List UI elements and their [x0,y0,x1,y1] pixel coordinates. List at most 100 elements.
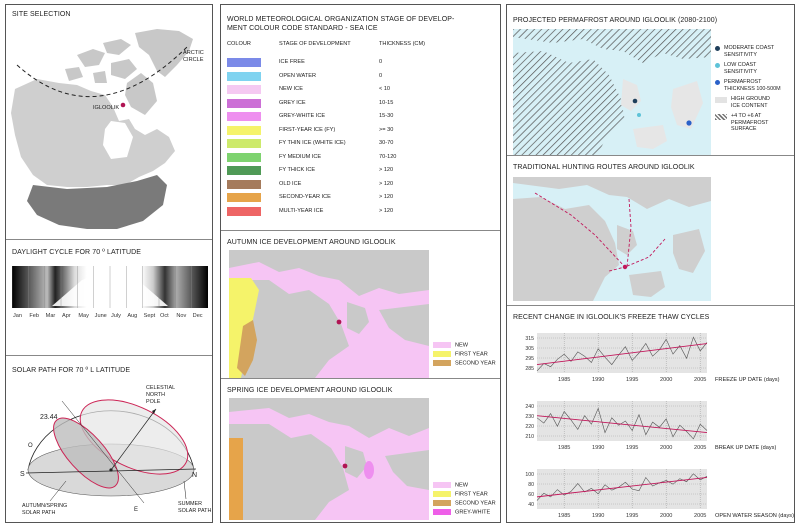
colour-swatch [227,125,261,135]
chart-title: OPEN WATER SEASON (days) [715,513,794,519]
land-south [633,125,667,149]
freeze-thaw-charts: 285 295 305 315 1985 1990 1995 2000 2005 FREEZE U… [525,333,794,519]
right-panel: PROJECTED PERMAFROST AROUND IGLOOLIK (20… [506,4,795,523]
arctic-circle-label: ARCTIC CIRCLE [183,50,205,63]
autumn-ice-section: AUTUMN ICE DEVELOPMENT AROUND IGLOOLIK N… [221,230,500,378]
arctic-circle-text-2: CIRCLE [183,57,204,63]
separator [221,230,500,231]
stage-name: FIRST-YEAR ICE (FY) [279,126,336,133]
stage-name: NEW ICE [279,86,303,92]
low-coast-marker [637,113,641,117]
y-tick-label: 240 [525,404,534,410]
legend-label: LOW COAST SENSITIVITY [724,62,757,75]
wmo-legend-row: SECOND-YEAR ICE > 120 [227,192,497,204]
line-chart-2: 210 220 230 240 1985 1990 1995 2000 2005 BREAK UP… [525,401,776,451]
y-tick-label: 210 [525,434,534,440]
y-tick-label: 305 [525,346,534,352]
land-peninsula [229,280,349,378]
stage-name: FY MEDIUM ICE [279,153,322,160]
legend-item: NEW [433,342,468,348]
colour-swatch [227,71,261,81]
o-label: O [28,443,33,449]
n-label: N [192,472,197,479]
x-tick-label: 1995 [626,377,638,383]
month-label: Feb [29,313,39,319]
x-tick-label: 1985 [558,377,570,383]
thickness-value: > 120 [379,167,394,173]
hatched-zone-north [513,29,711,63]
hunting-routes-map [513,177,711,301]
wmo-legend-row: GREY ICE 10-15 [227,98,497,110]
canada-mainland [11,79,175,187]
legend-item: SECOND YEAR [433,360,496,366]
colour-swatch [227,85,261,94]
stage-name: FY THIN ICE (WHITE ICE) [279,140,346,146]
legend-label: SECOND YEAR [455,500,496,507]
wmo-legend-row: FY THICK ICE > 120 [227,165,497,177]
grey-white-ice [364,461,374,479]
hunting-routes-section: TRADITIONAL HUNTING ROUTES AROUND IGLOOL… [507,155,794,305]
chart-title: FREEZE UP DATE (days) [715,377,780,383]
freeze-thaw-section: RECENT CHANGE IN IGLOOLIK'S FREEZE THAW … [507,305,794,522]
y-tick-label: 315 [525,336,534,342]
leader-autumn [49,480,67,502]
tilt-axis [61,400,145,504]
thickness-value: 0 [379,59,383,65]
legend-item: NEW [433,482,468,488]
legend-swatch [715,63,720,68]
site-selection-section: SITE SELECTION IGLOOLIK ARCTIC CIRCLE [6,5,212,239]
freeze-thaw-title: RECENT CHANGE IN IGLOOLIK'S FREEZE THAW … [513,314,710,321]
baffin-island [125,73,157,115]
wmo-legend-row: FY THIN ICE (WHITE ICE) 30-70 [227,138,497,150]
e-label: E [134,507,138,513]
igloolik-marker [120,102,126,108]
wmo-legend-row: GREY-WHITE ICE 15-30 [227,111,497,123]
land-east [385,450,429,490]
trend-line [536,343,708,366]
wmo-title: WORLD METEOROLOGICAL ORGANIZATION STAGE … [227,15,454,33]
y-tick-label: 230 [525,414,534,420]
colour-swatch [227,152,261,162]
y-tick-label: 80 [528,482,534,488]
legend-swatch [715,46,720,51]
spring-ice-section: SPRING ICE DEVELOPMENT AROUND IGLOOLIK N… [221,378,500,522]
x-tick-label: 1985 [558,513,570,519]
plot-area [537,333,707,373]
x-tick-label: 2005 [694,377,706,383]
celestial-axis [110,408,157,471]
igloolik-marker [342,463,348,469]
land-island [347,302,369,334]
hatched-zone-west [513,51,625,155]
land-mainland [229,250,429,296]
chart-title: BREAK UP DATE (days) [715,445,776,451]
colour-swatch [227,193,261,202]
thickness-value: > 120 [379,194,394,200]
x-tick-label: 2005 [694,445,706,451]
legend-label: NEW [455,482,469,489]
month-label: Aug [127,313,138,319]
wmo-legend-row: OPEN WATER 0 [227,71,497,83]
legend-swatch [715,114,727,120]
month-gridlines [12,266,192,308]
legend-swatch [433,491,451,497]
spring-ice-title: SPRING ICE DEVELOPMENT AROUND IGLOOLIK [227,387,393,394]
wmo-legend-row: FIRST-YEAR ICE (FY) >= 30 [227,125,497,137]
legend-label: HIGH GROUND ICE CONTENT [731,96,770,109]
legend-swatch [715,80,720,85]
igloolik-label: IGLOOLIK [93,105,119,111]
usa-landmass [27,175,167,229]
land-south [629,271,665,297]
month-label: June [94,313,107,319]
land-peninsula [229,424,349,520]
x-tick-label: 1985 [558,445,570,451]
x-tick-label: 1995 [626,445,638,451]
plot-area [537,469,707,509]
land-island [617,225,637,255]
x-tick-label: 1990 [592,513,604,519]
autumn-ice-map [229,250,429,378]
site-selection-title: SITE SELECTION [12,11,71,18]
spring-ice-map [229,398,429,520]
arctic-islands [65,39,137,83]
igloolik-marker [622,264,628,270]
second-year-ice [229,438,243,520]
